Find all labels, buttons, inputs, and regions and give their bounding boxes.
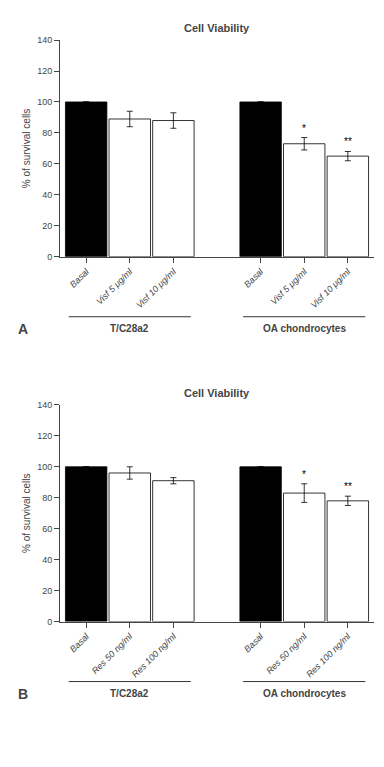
svg-text:140: 140 — [37, 35, 52, 45]
svg-text:Visf 10 μg/ml: Visf 10 μg/ml — [134, 266, 178, 310]
svg-text:% of survival cells: % of survival cells — [21, 473, 32, 552]
svg-text:100: 100 — [37, 97, 52, 107]
svg-text:Cell Viability: Cell Viability — [184, 387, 250, 399]
svg-text:Basal: Basal — [68, 266, 92, 290]
svg-text:*: * — [302, 123, 306, 134]
svg-text:B: B — [18, 686, 28, 702]
svg-text:Res 100 ng/ml: Res 100 ng/ml — [304, 631, 353, 680]
svg-text:OA chondrocytes: OA chondrocytes — [263, 688, 346, 699]
svg-text:A: A — [18, 321, 28, 337]
svg-text:20: 20 — [42, 221, 52, 231]
svg-text:Cell Viability: Cell Viability — [184, 22, 250, 34]
svg-text:T/C28a2: T/C28a2 — [110, 323, 149, 334]
svg-text:60: 60 — [42, 524, 52, 534]
svg-text:20: 20 — [42, 586, 52, 596]
svg-text:Basal: Basal — [242, 631, 266, 655]
svg-text:60: 60 — [42, 159, 52, 169]
svg-text:140: 140 — [37, 400, 52, 410]
svg-text:% of survival cells: % of survival cells — [21, 109, 32, 188]
svg-text:*: * — [302, 469, 306, 480]
svg-text:Visf 5 μg/ml: Visf 5 μg/ml — [269, 266, 310, 307]
svg-text:120: 120 — [37, 66, 52, 76]
svg-text:**: ** — [344, 136, 352, 147]
svg-text:Res 50 ng/ml: Res 50 ng/ml — [90, 631, 135, 676]
svg-text:40: 40 — [42, 190, 52, 200]
svg-text:40: 40 — [42, 555, 52, 565]
svg-text:0: 0 — [47, 252, 52, 262]
svg-text:80: 80 — [42, 493, 52, 503]
svg-text:T/C28a2: T/C28a2 — [110, 688, 149, 699]
svg-text:Res 50 ng/ml: Res 50 ng/ml — [264, 631, 309, 676]
svg-text:120: 120 — [37, 431, 52, 441]
svg-text:100: 100 — [37, 462, 52, 472]
svg-text:Basal: Basal — [68, 631, 92, 655]
svg-text:OA chondrocytes: OA chondrocytes — [263, 323, 346, 334]
svg-text:0: 0 — [47, 617, 52, 627]
svg-text:**: ** — [344, 481, 352, 492]
svg-text:80: 80 — [42, 128, 52, 138]
svg-text:Visf 10 μg/ml: Visf 10 μg/ml — [309, 266, 353, 310]
svg-text:Visf 5 μg/ml: Visf 5 μg/ml — [94, 266, 135, 307]
svg-text:Res 100 ng/ml: Res 100 ng/ml — [130, 631, 179, 680]
svg-text:Basal: Basal — [242, 266, 266, 290]
